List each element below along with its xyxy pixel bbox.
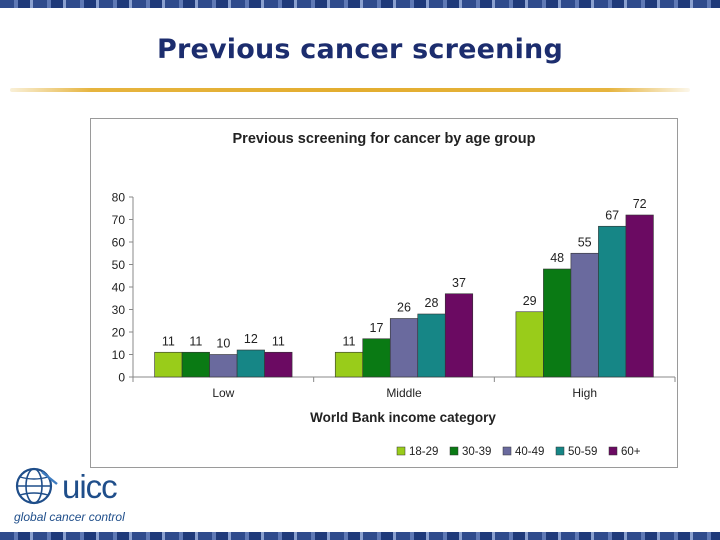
bar <box>598 225 627 378</box>
bar-data-label: 17 <box>370 321 384 335</box>
bar-data-label: 55 <box>578 235 592 249</box>
bar-data-label: 26 <box>397 301 411 315</box>
title-underline <box>10 88 690 92</box>
y-tick-label: 70 <box>112 213 126 227</box>
bar-data-label: 29 <box>523 294 537 308</box>
bar <box>209 354 238 378</box>
y-tick-label: 40 <box>112 281 126 295</box>
x-axis-title: World Bank income category <box>310 410 496 425</box>
y-tick-label: 50 <box>112 258 126 272</box>
uicc-logo: uicc global cancer control <box>12 464 132 528</box>
y-tick-label: 10 <box>112 348 126 362</box>
x-tick-label: High <box>572 386 597 400</box>
bar <box>264 351 293 378</box>
bar-data-label: 10 <box>216 337 230 351</box>
legend-label: 40-49 <box>515 446 544 458</box>
bar-data-label: 72 <box>633 197 647 211</box>
top-decorative-border <box>0 0 720 8</box>
y-tick-label: 60 <box>112 236 126 250</box>
bar-data-label: 48 <box>550 251 564 265</box>
legend-label: 18-29 <box>409 446 438 458</box>
bar <box>389 318 419 378</box>
slide-title: Previous cancer screening <box>156 34 564 65</box>
chart-frame: Previous screening for cancer by age gro… <box>90 118 678 468</box>
bar <box>444 293 474 378</box>
y-tick-label: 80 <box>112 191 126 205</box>
bar-data-label: 67 <box>605 208 619 222</box>
logo-wordmark: uicc <box>62 468 118 505</box>
bottom-decorative-border <box>0 532 720 540</box>
legend-label: 60+ <box>621 446 641 458</box>
bar-data-label: 28 <box>425 296 439 310</box>
bar-data-label: 11 <box>343 334 356 348</box>
y-tick-label: 20 <box>112 326 126 340</box>
legend-swatch <box>555 446 565 456</box>
bar <box>625 214 654 378</box>
bar <box>181 351 210 378</box>
bar-data-label: 11 <box>189 334 202 348</box>
bar <box>236 349 265 378</box>
bar <box>417 313 446 378</box>
bar <box>543 268 572 378</box>
bar-data-label: 37 <box>452 276 466 290</box>
bar <box>362 338 391 378</box>
y-tick-label: 0 <box>118 371 125 385</box>
globe-icon <box>15 467 58 505</box>
legend-swatch <box>608 446 618 456</box>
bar-data-label: 11 <box>272 334 285 348</box>
bar <box>515 311 544 378</box>
bar-chart: Previous screening for cancer by age gro… <box>112 131 676 458</box>
bar-data-label: 11 <box>162 334 175 348</box>
bar-data-label: 12 <box>244 332 258 346</box>
logo-tagline: global cancer control <box>14 510 125 524</box>
x-tick-label: Low <box>212 386 234 400</box>
x-tick-label: Middle <box>386 386 422 400</box>
legend-label: 30-39 <box>462 446 491 458</box>
legend-swatch <box>502 446 512 456</box>
legend-swatch <box>449 446 459 456</box>
legend-swatch <box>396 446 406 456</box>
bar <box>154 351 183 378</box>
chart-title: Previous screening for cancer by age gro… <box>233 131 536 147</box>
legend-label: 50-59 <box>568 446 597 458</box>
bar <box>570 252 599 378</box>
y-tick-label: 30 <box>112 303 126 317</box>
bar <box>334 351 364 378</box>
